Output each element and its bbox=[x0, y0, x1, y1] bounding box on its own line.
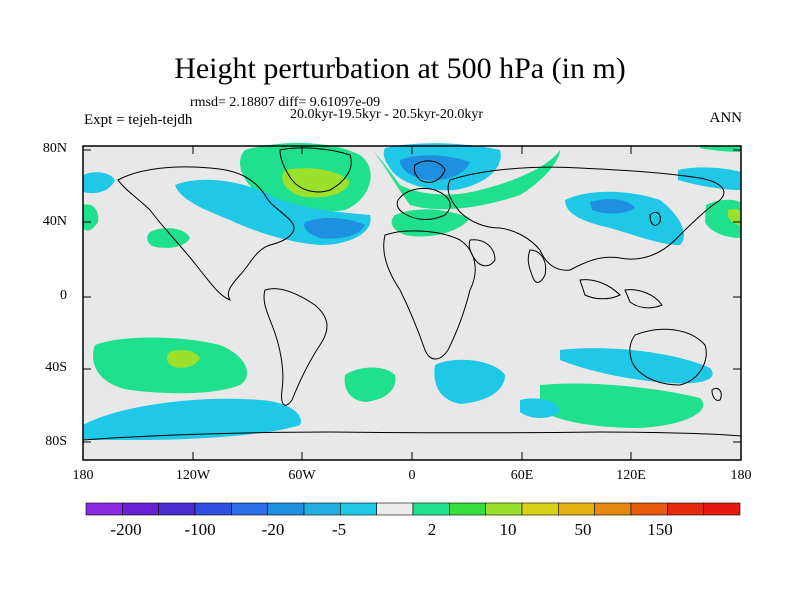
contour-positive-eurasia bbox=[372, 150, 560, 210]
contour-positive-south-pacific bbox=[93, 337, 248, 394]
stats-label: rmsd= 2.18807 diff= 9.61097e-09 bbox=[190, 95, 381, 110]
contour-positive-south-atlantic bbox=[344, 367, 396, 402]
x-tick-label: 120E bbox=[616, 468, 646, 483]
contour-fills bbox=[83, 143, 741, 440]
contour-negative-north-asia-core bbox=[590, 199, 635, 214]
season-label: ANN bbox=[709, 110, 743, 126]
colorbar-swatch bbox=[267, 502, 305, 516]
x-tick-label: 120W bbox=[175, 468, 211, 483]
y-tick-label: 0 bbox=[60, 288, 67, 303]
x-ticks bbox=[82, 146, 742, 460]
colorbar-swatch bbox=[122, 502, 159, 516]
period-label: 20.0kyr-19.5kyr - 20.5kyr-20.0kyr bbox=[290, 107, 484, 122]
contour-positive-east-pacific bbox=[147, 228, 190, 248]
colorbar bbox=[85, 502, 741, 516]
contour-positive-mediterranean bbox=[391, 209, 470, 237]
y-tick-label: 80N bbox=[42, 141, 67, 156]
contour-negative-south-africa bbox=[434, 359, 505, 404]
contour-positive-south-pacific-core bbox=[166, 350, 200, 368]
y-tick-label: 40N bbox=[42, 214, 67, 229]
contour-positive-east-asia bbox=[678, 167, 741, 190]
chart-title: Height perturbation at 500 hPa (in m) bbox=[174, 52, 626, 85]
colorbar-swatch bbox=[521, 502, 559, 516]
contour-negative-scandinavia-core bbox=[400, 155, 470, 181]
colorbar-label: 50 bbox=[574, 520, 592, 539]
colorbar-label: -5 bbox=[331, 520, 347, 539]
y-tick-label: 80S bbox=[45, 434, 67, 449]
colorbar-label: 10 bbox=[499, 520, 517, 539]
contour-negative-north-america-core bbox=[304, 218, 365, 239]
colorbar-swatch bbox=[594, 502, 632, 516]
contour-positive-west-pacific bbox=[83, 172, 115, 194]
colorbar-swatch bbox=[449, 502, 486, 516]
colorbar-swatch bbox=[303, 502, 341, 516]
x-tick-label: 60E bbox=[510, 468, 534, 483]
colorbar-swatch bbox=[194, 502, 232, 516]
contour-negative-southern-band-west bbox=[83, 398, 301, 440]
colorbar-swatch bbox=[158, 502, 196, 516]
colorbar-swatch bbox=[340, 502, 377, 516]
x-tick-label: 60W bbox=[288, 468, 316, 483]
colorbar-swatch bbox=[231, 502, 268, 516]
colorbar-label: -20 bbox=[261, 520, 285, 539]
colorbar-swatch bbox=[703, 502, 741, 516]
x-tick-label: 0 bbox=[408, 468, 416, 483]
colorbar-label: -100 bbox=[184, 520, 216, 539]
colorbar-swatch bbox=[485, 502, 523, 516]
contour-negative-south-atlantic-edge bbox=[520, 398, 560, 418]
colorbar-label: 2 bbox=[427, 520, 437, 539]
colorbar-swatch bbox=[85, 502, 123, 516]
colorbar-swatch bbox=[376, 502, 414, 516]
x-tick-label: 180 bbox=[730, 468, 752, 483]
colorbar-label: -200 bbox=[110, 520, 142, 539]
y-ticks bbox=[83, 149, 741, 443]
colorbar-swatch bbox=[412, 502, 450, 516]
colorbar-label: 150 bbox=[647, 520, 673, 539]
contour-positive-greenland-core bbox=[282, 168, 350, 198]
experiment-label: Expt = tejeh-tejdh bbox=[84, 112, 193, 128]
x-tick-label: 180 bbox=[72, 468, 94, 483]
contour-negative-indian-ocean bbox=[560, 348, 713, 384]
coastlines bbox=[82, 147, 742, 441]
colorbar-swatch bbox=[630, 502, 668, 516]
contour-positive-southern-ocean bbox=[540, 383, 704, 428]
colorbar-swatch bbox=[558, 502, 595, 516]
colorbar-swatch bbox=[667, 502, 704, 516]
y-tick-label: 40S bbox=[45, 360, 67, 375]
contour-positive-north-pacific bbox=[83, 204, 99, 231]
